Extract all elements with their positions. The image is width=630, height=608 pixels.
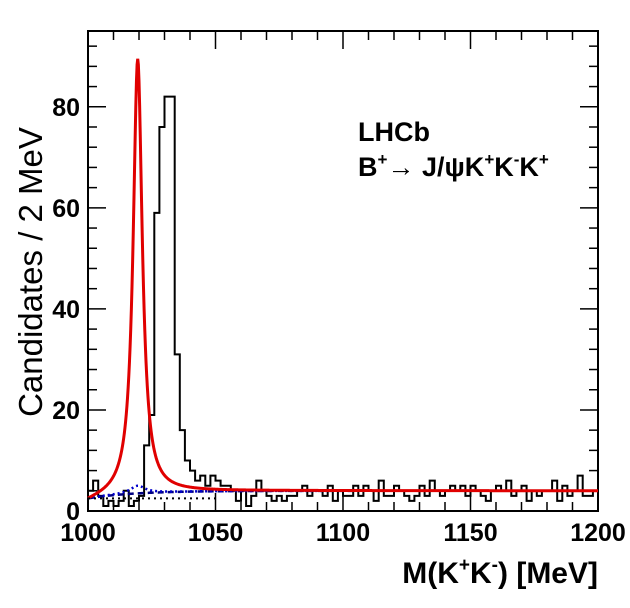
x-tick-label: 1100 bbox=[316, 519, 370, 547]
x-tick-label: 1200 bbox=[570, 519, 626, 547]
x-tick-label: 1000 bbox=[60, 519, 116, 547]
histogram bbox=[88, 95, 598, 507]
axis-ticks bbox=[87, 31, 599, 512]
fit-curves bbox=[87, 58, 598, 500]
y-tick-label: 20 bbox=[52, 397, 80, 425]
x-tick-label: 1150 bbox=[443, 519, 497, 547]
x-tick-label: 1050 bbox=[188, 519, 244, 547]
tick-labels: 1000 1050 1100 1150 1200 0 20 40 60 80 bbox=[52, 94, 626, 547]
y-tick-label: 80 bbox=[52, 94, 80, 122]
lhcb-label: LHCb bbox=[358, 117, 430, 147]
x-axis-title: M(K+K-) [MeV] bbox=[402, 555, 598, 590]
histogram-steps bbox=[88, 95, 598, 507]
y-axis-title: Candidates / 2 MeV bbox=[12, 127, 49, 417]
decay-label: B+→ J/ψK+K-K+ bbox=[358, 150, 549, 182]
y-tick-label: 60 bbox=[52, 195, 80, 223]
total-fit-curve bbox=[87, 58, 598, 500]
y-tick-label: 40 bbox=[52, 296, 80, 324]
y-tick-label: 0 bbox=[66, 498, 80, 526]
